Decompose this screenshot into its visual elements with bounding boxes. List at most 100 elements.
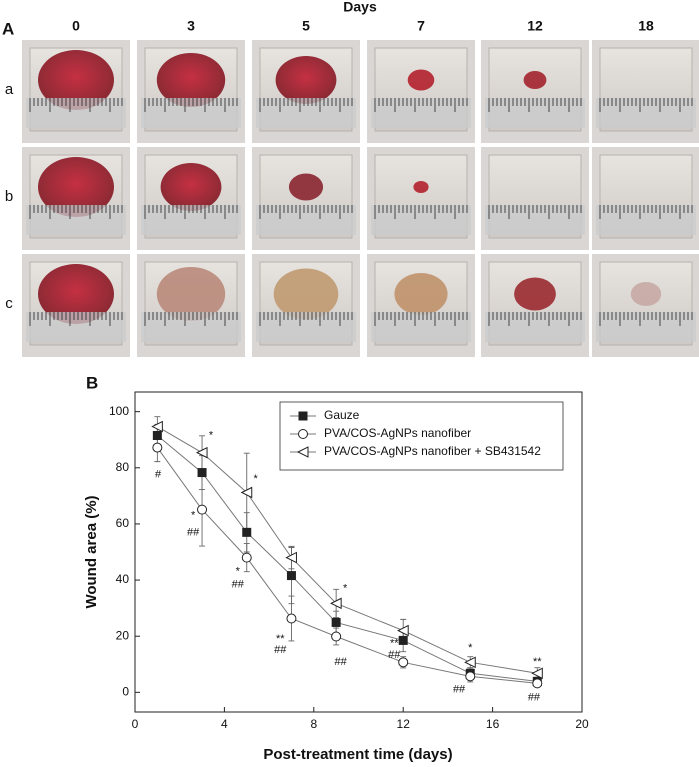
wound xyxy=(275,56,337,104)
marker-triangle xyxy=(195,446,208,459)
wound xyxy=(407,69,435,91)
wound-photo xyxy=(367,40,475,143)
ruler xyxy=(26,98,126,128)
marker-square xyxy=(398,635,408,645)
ruler xyxy=(371,312,471,342)
significance-mark: ## xyxy=(187,526,200,538)
row-label: b xyxy=(5,188,13,205)
series-line xyxy=(157,426,538,674)
y-tick-label: 60 xyxy=(116,516,130,530)
significance-mark: ## xyxy=(274,644,287,656)
wound xyxy=(156,53,226,107)
marker-circle xyxy=(465,671,476,682)
row-label: c xyxy=(5,295,13,312)
ruler xyxy=(596,312,696,342)
marker-square xyxy=(197,468,207,478)
y-tick-label: 20 xyxy=(116,628,130,642)
ruler xyxy=(596,98,696,128)
y-tick-label: 40 xyxy=(116,572,130,586)
panel-a-label: A xyxy=(2,19,14,38)
ruler xyxy=(485,312,585,342)
wound-photo xyxy=(22,254,130,357)
wound-photo xyxy=(137,254,245,357)
plot-frame xyxy=(134,391,583,713)
marker-square xyxy=(286,571,296,581)
significance-mark: * xyxy=(343,582,348,594)
marker-circle xyxy=(331,631,342,642)
significance-mark: ** xyxy=(390,637,399,649)
wound-photo xyxy=(367,147,475,250)
legend-marker xyxy=(298,429,308,439)
wound-photo xyxy=(137,40,245,143)
wound-photo xyxy=(481,254,589,357)
ruler xyxy=(485,98,585,128)
marker-square xyxy=(331,617,341,627)
marker-triangle xyxy=(464,656,476,669)
x-tick-label: 12 xyxy=(397,717,411,731)
significance-mark: ** xyxy=(533,656,542,668)
y-tick-label: 100 xyxy=(109,404,129,418)
marker-triangle xyxy=(151,420,163,433)
wound xyxy=(38,264,114,324)
panel-b-label: B xyxy=(86,373,98,392)
panel-a-title: Days xyxy=(343,0,377,15)
wound xyxy=(514,277,556,311)
wound-photo xyxy=(22,40,130,143)
wound-photo xyxy=(481,147,589,250)
wound xyxy=(394,273,448,315)
legend xyxy=(279,401,564,471)
marker-triangle xyxy=(285,551,297,564)
ruler xyxy=(485,205,585,235)
x-axis-label: Post-treatment time (days) xyxy=(263,746,452,763)
wound xyxy=(160,163,222,211)
significance-mark: ## xyxy=(453,683,466,695)
ruler xyxy=(26,312,126,342)
significance-mark: ## xyxy=(528,691,541,703)
series-line xyxy=(157,435,538,682)
ruler xyxy=(26,205,126,235)
ruler xyxy=(141,205,241,235)
wound xyxy=(523,71,547,89)
significance-mark: ** xyxy=(276,633,285,645)
marker-triangle xyxy=(240,486,253,499)
wound xyxy=(630,282,662,306)
wound-photo xyxy=(367,254,475,357)
wound-photo xyxy=(592,147,699,250)
wound xyxy=(273,268,339,320)
legend-label: PVA/COS-AgNPs nanofiber xyxy=(324,426,471,440)
photo-grid xyxy=(22,40,699,357)
ruler xyxy=(141,312,241,342)
ruler xyxy=(256,205,356,235)
day-label: 12 xyxy=(527,18,543,34)
wound xyxy=(288,173,324,201)
legend-marker xyxy=(296,446,309,458)
significance-mark: # xyxy=(155,468,162,480)
day-label: 0 xyxy=(72,18,80,34)
day-label: 7 xyxy=(417,18,425,34)
x-tick-label: 16 xyxy=(486,717,500,731)
significance-mark: * xyxy=(209,429,214,441)
legend-label: Gauze xyxy=(324,408,360,422)
significance-mark: * xyxy=(468,642,473,654)
y-tick-label: 80 xyxy=(116,460,130,474)
wound-photo xyxy=(592,40,699,143)
ruler xyxy=(141,98,241,128)
row-label: a xyxy=(5,81,14,98)
marker-circle xyxy=(241,552,252,563)
day-label: 3 xyxy=(187,18,195,34)
wound-photo xyxy=(481,40,589,143)
marker-triangle xyxy=(531,667,543,680)
wound-photo xyxy=(252,254,360,357)
series-line xyxy=(156,447,538,684)
wound-photo xyxy=(252,40,360,143)
marker-circle xyxy=(286,613,297,624)
wound-photo xyxy=(592,254,699,357)
legend-marker xyxy=(298,411,308,421)
wound xyxy=(38,50,114,110)
day-label: 5 xyxy=(302,18,310,34)
wound-photo xyxy=(137,147,245,250)
day-label: 18 xyxy=(638,18,654,34)
marker-square xyxy=(152,431,162,441)
legend-label: PVA/COS-AgNPs nanofiber + SB431542 xyxy=(324,444,541,458)
